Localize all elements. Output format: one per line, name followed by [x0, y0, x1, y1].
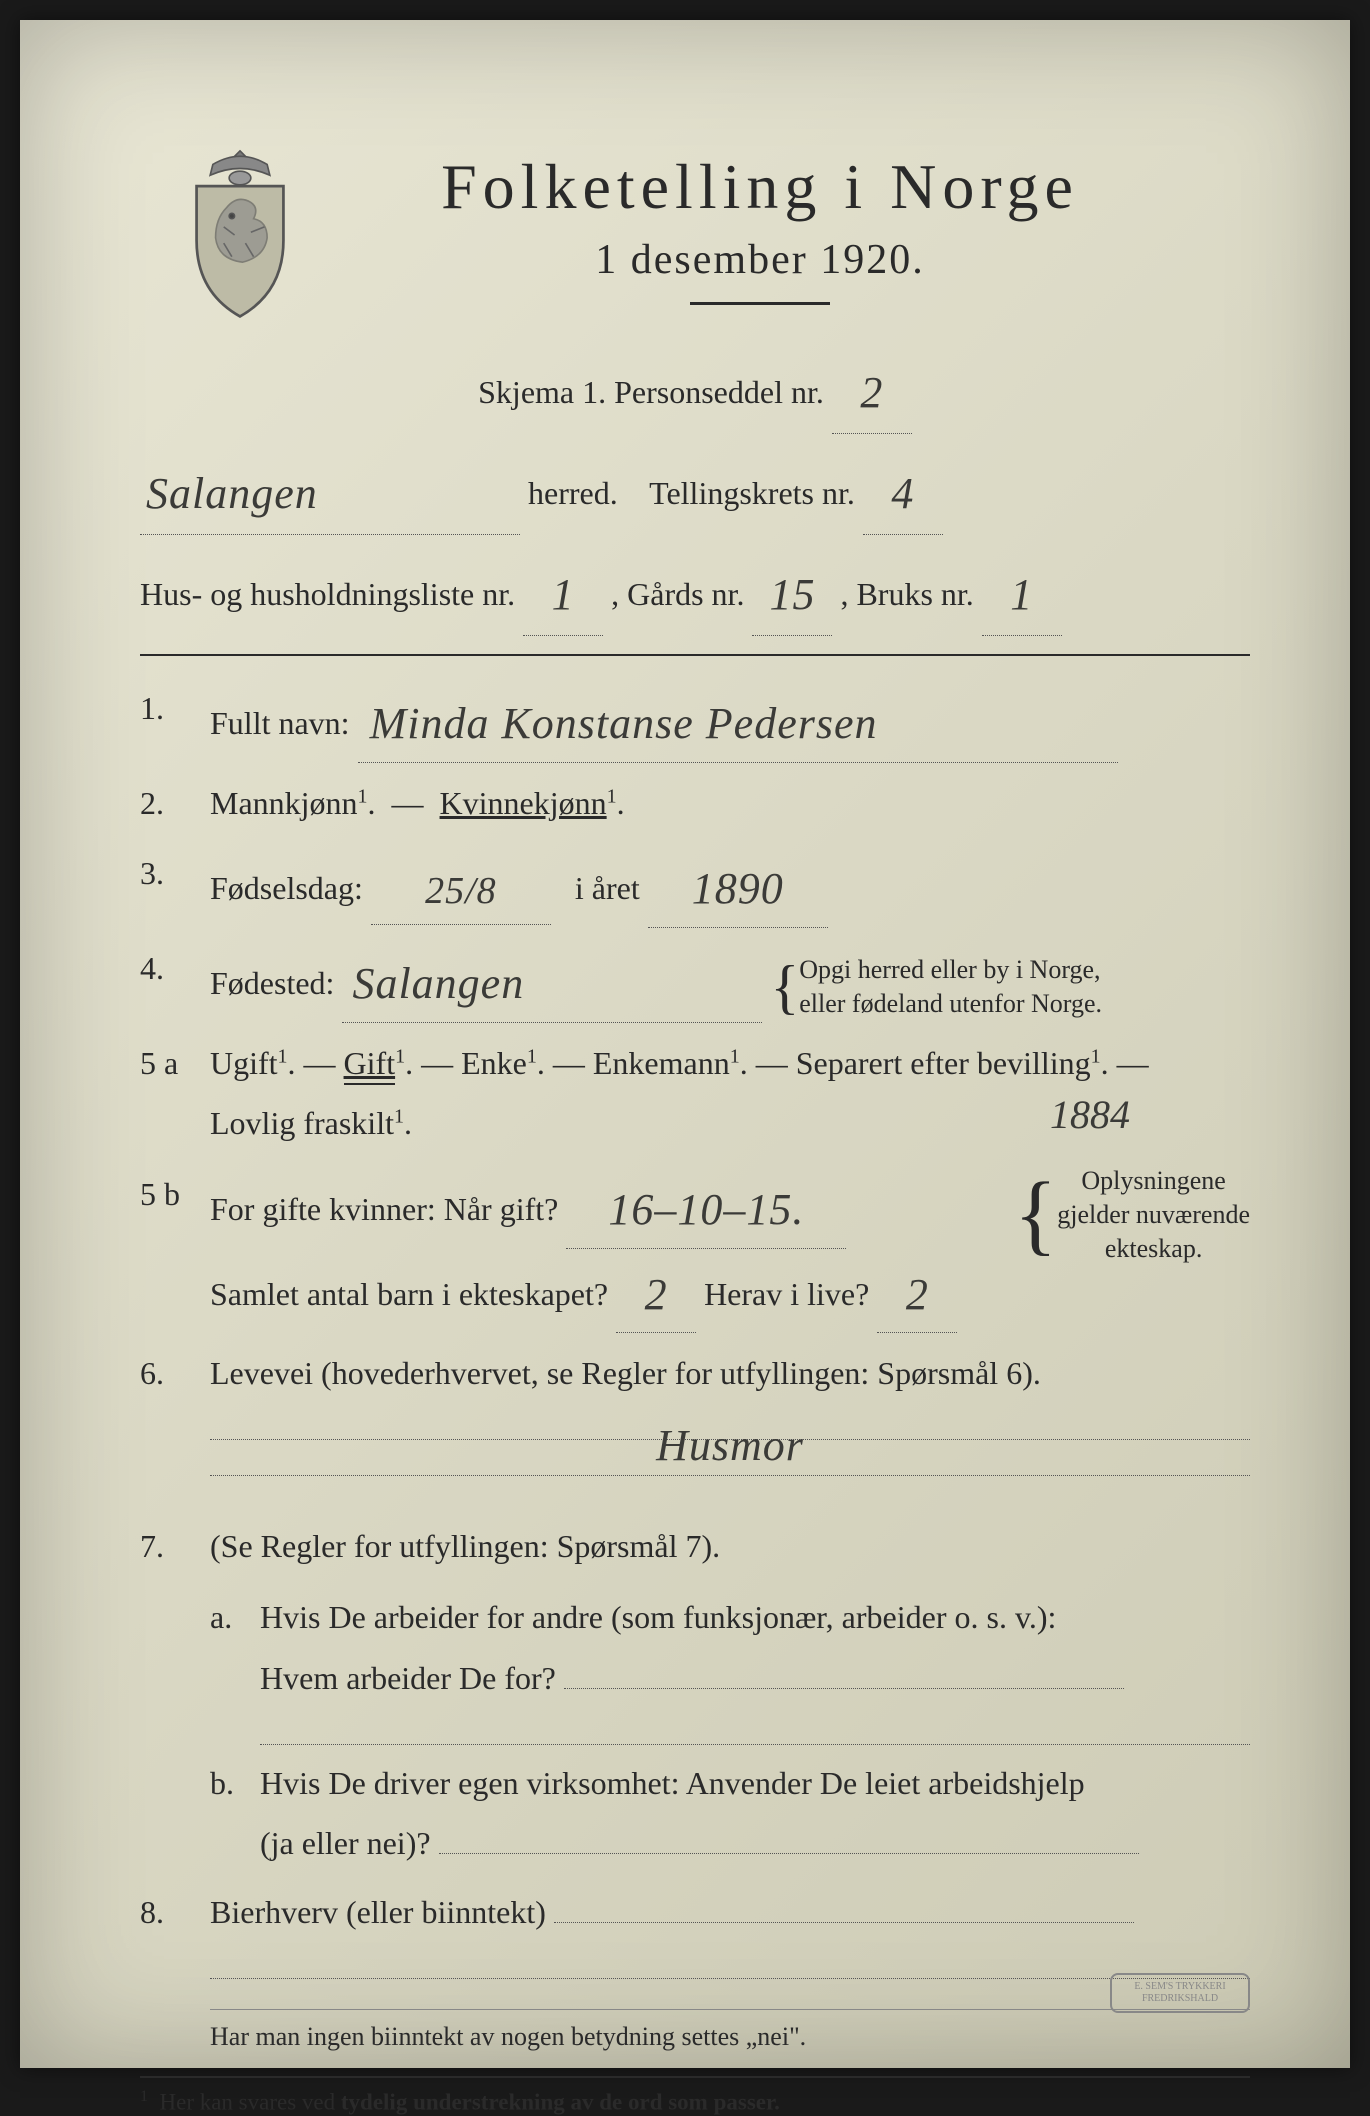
hus-line: Hus- og husholdningsliste nr. 1 , Gårds …: [140, 547, 1250, 636]
q5b-l2-label: Samlet antal barn i ekteskapet?: [210, 1276, 608, 1312]
q5a-separert: Separert efter bevilling: [796, 1045, 1091, 1081]
q8-label: Bierhverv (eller biinntekt): [210, 1894, 546, 1930]
schema-line: Skjema 1. Personseddel nr. 2: [140, 345, 1250, 434]
hus-value: 1: [552, 570, 575, 619]
krets-label: Tellingskrets nr.: [649, 475, 855, 511]
q5b-note: Oplysningene gjelder nuværende ekteskap.: [1057, 1164, 1250, 1265]
q4-label: Fødested:: [210, 965, 334, 1001]
q7b-text1: Hvis De driver egen virksomhet: Anvender…: [260, 1765, 1085, 1801]
footnote: 1 Her kan svares ved tydelig understrekn…: [140, 2076, 1250, 2116]
gards-label: , Gårds nr.: [611, 576, 744, 612]
q1-label: Fullt navn:: [210, 705, 350, 741]
q7-row: 7. (Se Regler for utfyllingen: Spørsmål …: [140, 1516, 1250, 1577]
q7a-blank: [564, 1688, 1124, 1689]
q1-value: Minda Konstanse Pedersen: [370, 699, 878, 748]
q3-label: Fødselsdag:: [210, 870, 363, 906]
q7b-letter: b.: [210, 1753, 260, 1875]
q4-row: 4. Fødested: Salangen { Opgi herred elle…: [140, 938, 1250, 1023]
bruks-label: , Bruks nr.: [840, 576, 973, 612]
q3-row: 3. Fødselsdag: 25/8 i året 1890: [140, 843, 1250, 928]
q7b-text2: (ja eller nei)?: [260, 1825, 431, 1861]
coat-of-arms-icon: [170, 140, 310, 330]
personseddel-nr: 2: [860, 368, 883, 417]
q6-value: Husmor: [656, 1421, 804, 1470]
q5a-gift: Gift: [344, 1045, 396, 1085]
footer-note: Har man ingen biinntekt av nogen betydni…: [210, 2009, 1250, 2052]
q5b-l2-value: 2: [645, 1270, 668, 1319]
q3-year: 1890: [692, 864, 784, 913]
footnote-text-a: Her kan svares ved: [160, 2090, 341, 2115]
q3-day: 25/8: [425, 870, 497, 912]
title-divider: [690, 302, 830, 305]
q3-num: 3.: [140, 843, 210, 928]
q5a-ugift: Ugift: [210, 1045, 278, 1081]
q5a-row: 5 a Ugift1. — Gift1. — Enke1. — Enkemann…: [140, 1033, 1250, 1155]
q2-female: Kvinnekjønn: [440, 785, 607, 821]
q7-label: (Se Regler for utfyllingen: Spørsmål 7).: [210, 1528, 720, 1564]
q7a-blank-line: [260, 1713, 1250, 1745]
q8-num: 8.: [140, 1882, 210, 1979]
q2-row: 2. Mannkjønn1. — Kvinnekjønn1.: [140, 773, 1250, 834]
q5b-row: 5 b For gifte kvinner: Når gift? 16–10–1…: [140, 1164, 1250, 1333]
header-divider: [140, 654, 1250, 656]
printer-stamp: E. SEM'S TRYKKERIFREDRIKSHALD: [1110, 1973, 1250, 2013]
q7a-text2: Hvem arbeider De for?: [260, 1660, 556, 1696]
q4-value: Salangen: [352, 959, 524, 1008]
q2-male: Mannkjønn: [210, 785, 358, 821]
q6-row: 6. Levevei (hovederhvervet, se Regler fo…: [140, 1343, 1250, 1476]
q5b-num: 5 b: [140, 1164, 210, 1333]
q4-note: Opgi herred eller by i Norge, eller føde…: [799, 953, 1102, 1021]
q8-blank-line: [210, 1947, 1250, 1979]
q2-num: 2.: [140, 773, 210, 834]
q5a-enkemann: Enkemann: [593, 1045, 730, 1081]
q7b-blank: [439, 1853, 1139, 1854]
hus-label: Hus- og husholdningsliste nr.: [140, 576, 515, 612]
form-date: 1 desember 1920.: [270, 236, 1250, 284]
brace-icon: {: [770, 963, 799, 1011]
herred-line: Salangen herred. Tellingskrets nr. 4: [140, 446, 1250, 535]
q3-mid: i året: [575, 870, 640, 906]
herred-label: herred.: [528, 475, 618, 511]
brace-icon: {: [1014, 1179, 1057, 1251]
q4-num: 4.: [140, 938, 210, 1023]
q5a-enke: Enke: [461, 1045, 527, 1081]
q5b-l1-label: For gifte kvinner: Når gift?: [210, 1191, 558, 1227]
q5a-num: 5 a: [140, 1033, 210, 1155]
q8-row: 8. Bierhverv (eller biinntekt): [140, 1882, 1250, 1979]
q8-blank: [554, 1922, 1134, 1923]
q7b-row: b. Hvis De driver egen virksomhet: Anven…: [140, 1753, 1250, 1875]
q7-num: 7.: [140, 1516, 210, 1577]
q7a-letter: a.: [210, 1587, 260, 1745]
schema-label: Skjema 1. Personseddel nr.: [478, 374, 824, 410]
krets-value: 4: [891, 469, 914, 518]
q5b-l2-value2: 2: [906, 1270, 929, 1319]
q7a-text1: Hvis De arbeider for andre (som funksjon…: [260, 1599, 1056, 1635]
form-title: Folketelling i Norge: [270, 150, 1250, 224]
q5a-margin-year: 1884: [1050, 1077, 1130, 1153]
bruks-value: 1: [1010, 570, 1033, 619]
q1-num: 1.: [140, 678, 210, 763]
q5b-l1-value: 16–10–15.: [608, 1185, 804, 1234]
q6-label: Levevei (hovederhvervet, se Regler for u…: [210, 1355, 1041, 1391]
q5a-lovlig: Lovlig fraskilt: [210, 1105, 394, 1141]
census-form-page: Folketelling i Norge 1 desember 1920. Sk…: [20, 20, 1350, 2068]
q5b-l2-mid: Herav i live?: [704, 1276, 869, 1312]
q1-row: 1. Fullt navn: Minda Konstanse Pedersen: [140, 678, 1250, 763]
footnote-text-b: tydelig understrekning av de ord som pas…: [341, 2090, 780, 2115]
q7a-row: a. Hvis De arbeider for andre (som funks…: [140, 1587, 1250, 1745]
form-header: Folketelling i Norge 1 desember 1920.: [270, 150, 1250, 305]
q6-num: 6.: [140, 1343, 210, 1476]
herred-value: Salangen: [146, 469, 318, 518]
gards-value: 15: [769, 570, 815, 619]
